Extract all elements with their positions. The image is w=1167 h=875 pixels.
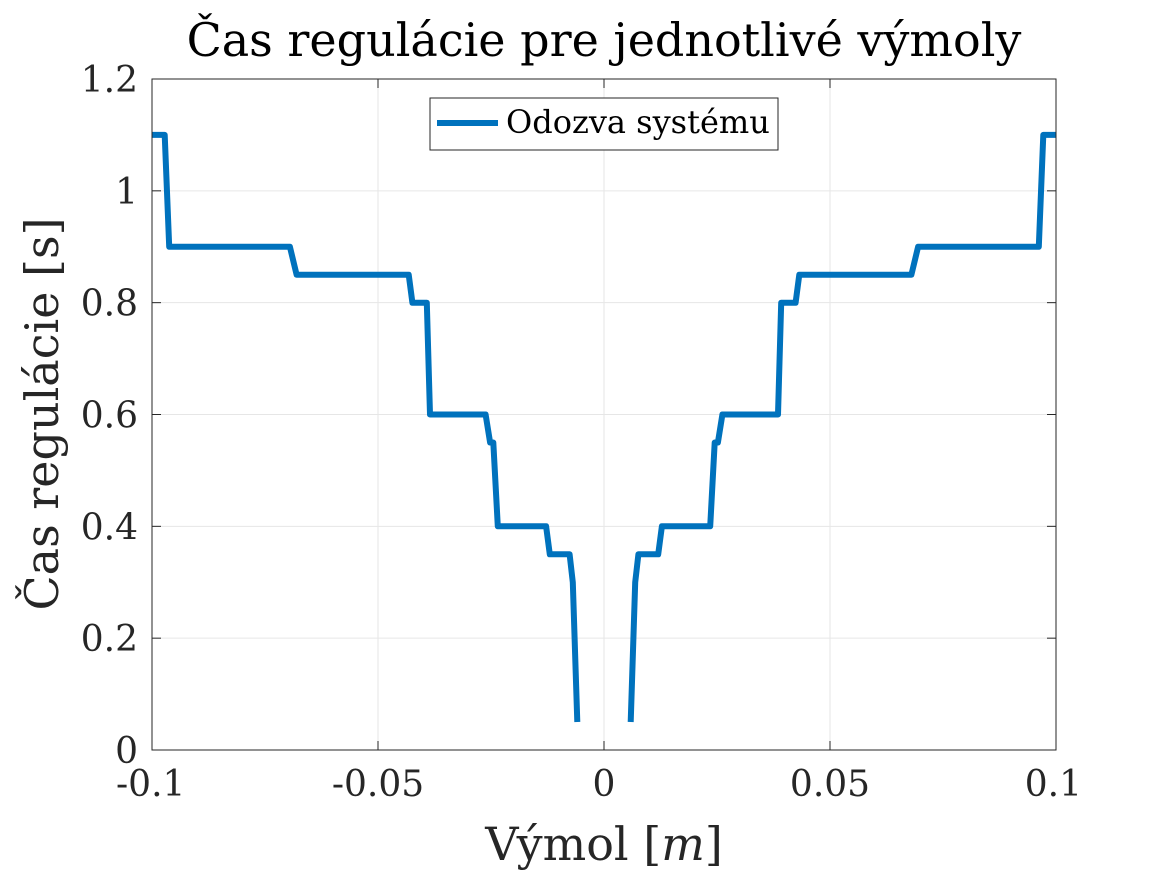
y-tick-label: 0.2 [81, 619, 138, 660]
x-tick-label: -0.1 [116, 764, 185, 805]
x-tick-label: 0.1 [1025, 764, 1082, 805]
series-line [152, 131, 581, 723]
legend-label: Odozva systému [506, 103, 770, 141]
x-axis-label-text: Výmol [484, 817, 643, 871]
x-tick-labels: -0.1 -0.05 0 0.05 0.1 [116, 764, 1082, 805]
y-tick-label: 1 [115, 172, 138, 213]
x-tick-label: 0.05 [790, 764, 870, 805]
axis-ticks [151, 78, 1057, 751]
x-tick-label: 0 [593, 764, 616, 805]
chart-title: Čas regulácie pre jednotlivé výmoly [187, 12, 1022, 67]
series-line [627, 131, 1056, 723]
legend: Odozva systému [429, 97, 779, 151]
x-axis-label-variable: m [661, 817, 705, 871]
y-tick-label: 0.6 [81, 396, 138, 437]
y-tick-label: 1.2 [81, 60, 138, 101]
series-layer [152, 131, 1056, 723]
y-tick-label: 0.8 [81, 284, 138, 325]
x-tick-label: -0.05 [332, 764, 424, 805]
x-axis-label-bracket-close: ] [705, 817, 723, 871]
x-axis-label: Výmol [m] [484, 817, 723, 871]
y-tick-label: 0 [115, 731, 138, 772]
y-axis-label: Čas regulácie [s] [14, 217, 69, 610]
x-axis-label-bracket-open: [ [643, 817, 661, 871]
y-tick-label: 0.4 [81, 507, 138, 548]
y-tick-labels: 0 0.2 0.4 0.6 0.8 1 1.2 [81, 60, 138, 772]
